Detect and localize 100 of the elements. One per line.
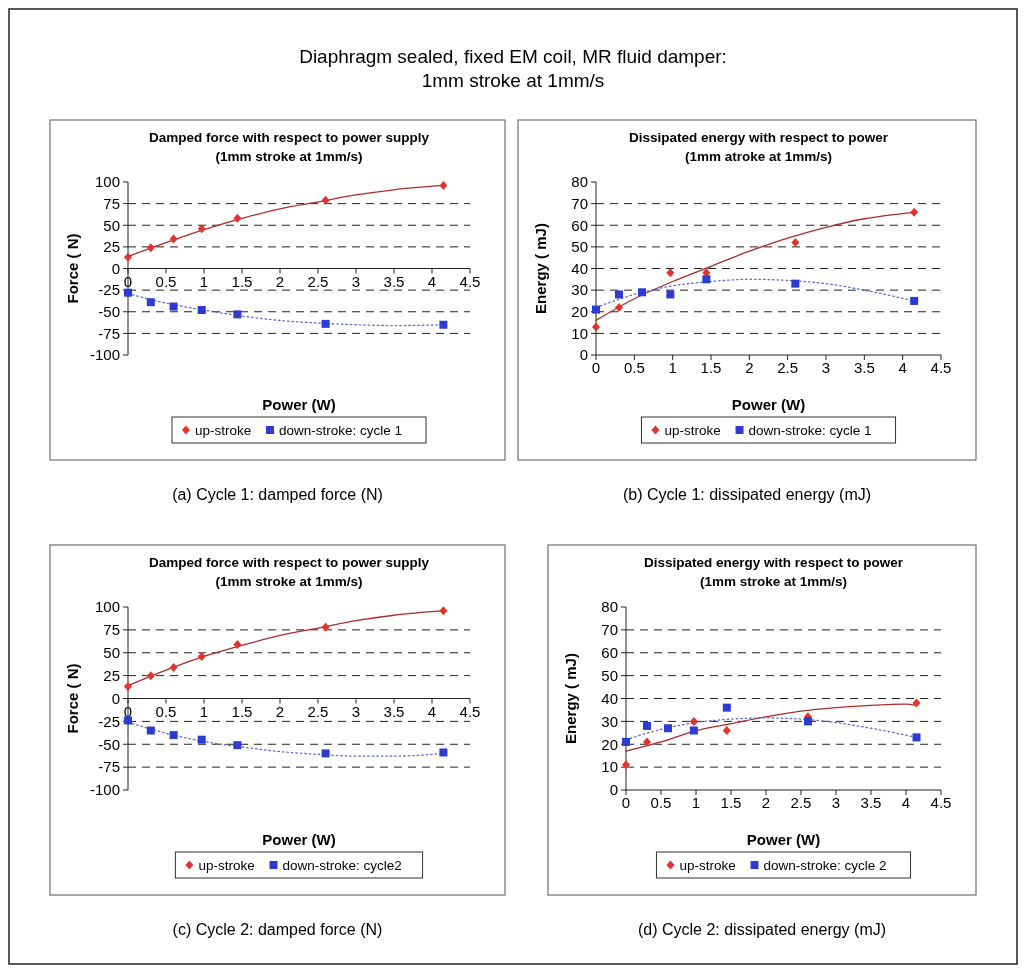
y-tick-label: 50 (103, 644, 120, 661)
x-tick-label: 4.5 (930, 794, 952, 811)
x-tick-label: 4 (427, 702, 437, 720)
x-tick-label: 1.5 (720, 794, 742, 811)
legend-label: up-stroke (198, 857, 255, 873)
point (439, 748, 448, 757)
x-tick-label: 0 (123, 272, 133, 290)
text: Diaphragm sealed, fixed EM coil, MR fluid damper: 1mm stroke at 1mm/s (299, 46, 727, 91)
y-tick-label: 20 (571, 303, 588, 320)
y-tick-label: 60 (571, 216, 588, 234)
x-tick-label: 1.5 (231, 702, 253, 720)
point (197, 306, 206, 315)
x-tick-label: 2 (275, 272, 285, 290)
x-tick-label: 1 (199, 272, 209, 290)
legend-label: down-stroke: cycle 2 (763, 857, 887, 873)
point (439, 606, 448, 616)
y-tick-label: -100 (89, 781, 120, 799)
x-axis-title: Power (W) (262, 831, 336, 848)
point (197, 735, 206, 744)
point (592, 322, 600, 332)
y-tick-label: 80 (601, 598, 618, 616)
point (233, 640, 242, 650)
point (722, 703, 731, 712)
y-tick-label: 25 (103, 238, 120, 256)
y-tick-label: -25 (98, 281, 120, 299)
y-tick-label: 75 (103, 621, 120, 639)
point (197, 224, 206, 234)
point (146, 298, 155, 307)
point (689, 716, 698, 726)
y-tick-label: 20 (601, 735, 618, 753)
y-tick-label: 70 (601, 621, 618, 639)
legend-label: up-stroke (679, 857, 736, 873)
point (643, 721, 651, 730)
point (666, 290, 675, 299)
x-axis-title: Power (W) (262, 396, 336, 413)
point (169, 731, 178, 740)
point (912, 733, 921, 742)
x-tick-label: 0 (123, 702, 133, 720)
x-tick-label: 2 (761, 794, 771, 811)
y-axis-title: Energy ( mJ) (562, 653, 579, 744)
chart-title: Damped force with respect to power supply (1mm stroke at 1mm/s) (149, 555, 430, 589)
legend-label: down-stroke: cycle 1 (279, 422, 403, 438)
y-tick-label: 50 (601, 666, 618, 684)
point (321, 749, 330, 758)
point (689, 726, 698, 735)
legend-label: up-stroke (194, 422, 252, 438)
y-axis-title: Force ( N) (64, 663, 81, 734)
x-tick-label: 1 (199, 702, 209, 720)
y-tick-label: 50 (571, 238, 588, 256)
x-tick-label: 4.5 (459, 702, 481, 720)
point (912, 698, 921, 708)
point (664, 724, 672, 733)
point (321, 622, 330, 632)
point (124, 288, 132, 297)
x-tick-label: 0.5 (155, 702, 177, 720)
y-tick-label: 10 (571, 324, 588, 342)
y-tick-label: 100 (94, 173, 120, 191)
x-tick-label: 2.5 (790, 794, 812, 811)
point (233, 213, 242, 223)
text: (c) Cycle 2: damped force (N) (172, 921, 383, 938)
x-tick-label: 1.5 (231, 272, 253, 290)
x-tick-label: 4 (898, 359, 907, 376)
text: (b) Cycle 1: dissipated energy (mJ) (622, 486, 872, 503)
x-tick-label: 3 (351, 272, 361, 290)
point (146, 726, 155, 735)
point (592, 305, 600, 314)
y-tick-label: 40 (601, 689, 618, 707)
x-tick-label: 2.5 (307, 702, 329, 720)
x-tick-label: 3 (351, 702, 361, 720)
y-tick-label: 30 (571, 281, 588, 299)
point (321, 319, 330, 328)
point (169, 234, 178, 244)
y-tick-label: -75 (98, 324, 120, 342)
x-tick-label: 3 (831, 794, 841, 811)
point (622, 760, 630, 770)
text: (a) Cycle 1: damped force (N) (172, 486, 383, 503)
point (910, 207, 919, 217)
point (722, 726, 731, 736)
x-tick-label: 3.5 (383, 702, 405, 720)
y-tick-label: 30 (601, 712, 618, 730)
y-tick-label: 75 (103, 194, 120, 212)
y-tick-label: 0 (111, 259, 120, 277)
y-tick-label: -25 (98, 712, 120, 730)
chart-title: Dissipated energy with respect to power (1mm atroke at 1mm/s) (629, 130, 889, 164)
y-tick-label: 70 (571, 194, 588, 212)
point (622, 737, 630, 746)
x-tick-label: 4 (427, 272, 437, 290)
point (791, 238, 800, 248)
x-tick-label: 4 (901, 794, 911, 811)
y-tick-label: 40 (571, 259, 588, 277)
point (321, 195, 330, 205)
point (146, 243, 155, 253)
y-tick-label: 0 (111, 689, 120, 707)
y-tick-label: 60 (601, 644, 618, 661)
legend-label: down-stroke: cycle 1 (748, 422, 872, 438)
point (804, 717, 812, 726)
point (124, 252, 132, 262)
point (638, 288, 646, 297)
point (197, 651, 206, 661)
x-tick-label: 2.5 (777, 359, 799, 376)
